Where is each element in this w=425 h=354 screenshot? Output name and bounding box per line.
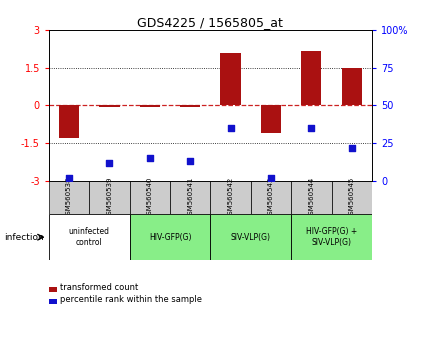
Bar — [301, 51, 321, 105]
Point — [348, 145, 355, 150]
Text: GSM560541: GSM560541 — [187, 176, 193, 219]
Point — [268, 175, 275, 181]
Text: GSM560542: GSM560542 — [227, 176, 234, 218]
Bar — [261, 105, 281, 133]
Text: infection: infection — [4, 233, 44, 242]
Bar — [221, 53, 241, 105]
Text: GSM560538: GSM560538 — [66, 176, 72, 219]
Bar — [99, 105, 119, 107]
Bar — [130, 181, 170, 214]
Point — [65, 175, 72, 181]
Text: GSM560543: GSM560543 — [268, 176, 274, 219]
Text: GSM560544: GSM560544 — [308, 176, 314, 218]
Text: GSM560540: GSM560540 — [147, 176, 153, 219]
Bar — [332, 181, 372, 214]
Point — [308, 125, 314, 131]
Bar — [140, 105, 160, 107]
Text: GSM560539: GSM560539 — [106, 176, 113, 219]
Bar — [342, 68, 362, 105]
Point — [106, 160, 113, 165]
Bar — [130, 214, 210, 260]
Title: GDS4225 / 1565805_at: GDS4225 / 1565805_at — [137, 16, 283, 29]
Bar — [180, 105, 200, 107]
Text: SIV-VLP(G): SIV-VLP(G) — [231, 233, 271, 242]
Bar — [59, 105, 79, 138]
Point — [227, 125, 234, 131]
Bar — [291, 181, 332, 214]
Bar — [210, 214, 291, 260]
Point — [187, 158, 193, 164]
Bar — [89, 181, 130, 214]
Bar — [210, 181, 251, 214]
Bar — [49, 181, 89, 214]
Point — [146, 155, 153, 161]
Text: uninfected
control: uninfected control — [69, 228, 110, 247]
Text: transformed count: transformed count — [60, 283, 138, 292]
Bar — [251, 181, 291, 214]
Bar — [291, 214, 372, 260]
Bar — [170, 181, 210, 214]
Text: percentile rank within the sample: percentile rank within the sample — [60, 295, 202, 304]
Text: GSM560545: GSM560545 — [348, 176, 355, 218]
Text: HIV-GFP(G) +
SIV-VLP(G): HIV-GFP(G) + SIV-VLP(G) — [306, 228, 357, 247]
Text: HIV-GFP(G): HIV-GFP(G) — [149, 233, 191, 242]
Bar — [49, 214, 130, 260]
